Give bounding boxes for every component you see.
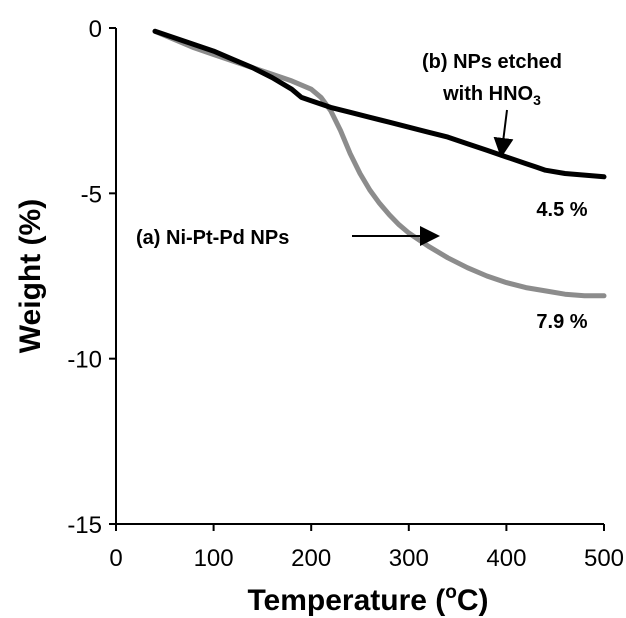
series-line-b: [152, 28, 607, 180]
y-axis-title: Weight (%): [14, 199, 47, 353]
annotation-b-line2: with HNO3: [442, 83, 541, 108]
x-tick-label: 0: [109, 545, 122, 572]
x-axis-title-sup: o: [445, 582, 457, 603]
y-tick-label: 0: [89, 16, 102, 43]
x-axis-title-main: Temperature (: [247, 584, 445, 617]
y-tick-label: -10: [67, 347, 102, 374]
annotation-value-a: 7.9 %: [536, 311, 587, 333]
x-tick-label: 400: [486, 545, 526, 572]
annotation-value-b: 4.5 %: [536, 199, 587, 221]
series-layer: [152, 28, 607, 299]
x-axis-title: Temperature (oC): [247, 582, 488, 617]
x-tick-label: 200: [291, 545, 331, 572]
annotation-b-line2-sub: 3: [533, 92, 541, 108]
annotation-b-line1: (b) NPs etched: [422, 51, 562, 73]
x-tick-label: 500: [584, 545, 624, 572]
x-axis-title-suffix: C): [457, 584, 489, 617]
ticks: 0 100 200 300 400 500 0 -5 -10 -15: [67, 16, 624, 572]
y-tick-label: -15: [67, 512, 102, 539]
x-tick-label: 300: [389, 545, 429, 572]
annotation-b-line2-prefix: with HNO: [442, 83, 533, 105]
arrow-to-curve-b: [493, 109, 514, 158]
y-tick-label: -5: [81, 181, 102, 208]
axes: [115, 28, 604, 525]
annotation-a-label: (a) Ni-Pt-Pd NPs: [136, 227, 289, 249]
x-tick-label: 100: [194, 545, 234, 572]
